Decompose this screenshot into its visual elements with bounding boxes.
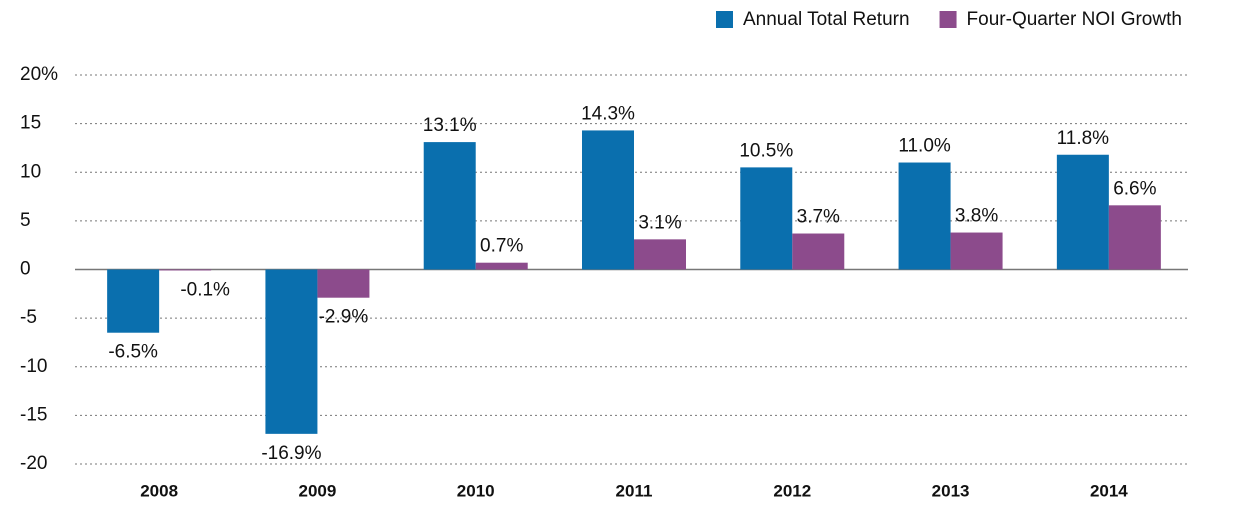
x-tick-label: 2013 [932,481,970,500]
value-label: 10.5% [739,140,793,161]
y-tick-label: -5 [20,307,37,328]
value-label: 11.0% [898,136,951,157]
bar [950,232,1003,270]
y-tick-label: 10 [20,161,41,182]
y-tick-label: -10 [20,356,47,377]
value-label: -2.9% [319,307,369,328]
x-tick-label: 2010 [457,481,495,500]
value-label: -16.9% [261,443,321,464]
x-tick-label: 2012 [773,481,811,500]
bar [423,142,476,270]
value-label: 3.1% [638,212,681,233]
bar [107,269,160,333]
x-tick-label: 2011 [616,481,653,500]
value-label: 11.8% [1057,128,1110,149]
value-label: 3.7% [797,207,840,228]
value-label: -0.1% [180,279,230,300]
legend-swatch [939,11,957,28]
x-tick-label: 2008 [140,481,178,500]
bar [582,130,634,270]
value-label: -6.5% [108,342,158,363]
bar [634,239,686,270]
legend-label: Annual Total Return [743,9,910,30]
bar [898,162,951,270]
y-tick-label: 0 [20,259,31,280]
value-label: 0.7% [480,236,523,257]
x-tick-label: 2009 [299,481,337,500]
value-label: 13.1% [423,115,477,136]
legend-swatch [716,11,733,28]
bar [265,269,318,434]
bar [159,269,212,271]
y-tick-label: -15 [20,404,47,425]
value-label: 14.3% [581,103,635,124]
bar [1056,154,1109,270]
legend-label: Four-Quarter NOI Growth [967,9,1182,30]
y-tick-label: 15 [20,113,41,134]
bar [475,262,528,270]
bar [1108,205,1161,270]
y-tick-label: 20% [20,64,58,85]
bar [317,269,370,298]
x-tick-label: 2014 [1090,481,1128,500]
value-label: 3.8% [955,206,998,227]
y-tick-label: -20 [20,453,47,474]
value-label: 6.6% [1113,178,1156,199]
bar [740,167,793,270]
y-tick-label: 5 [20,210,31,231]
bar [792,233,845,270]
